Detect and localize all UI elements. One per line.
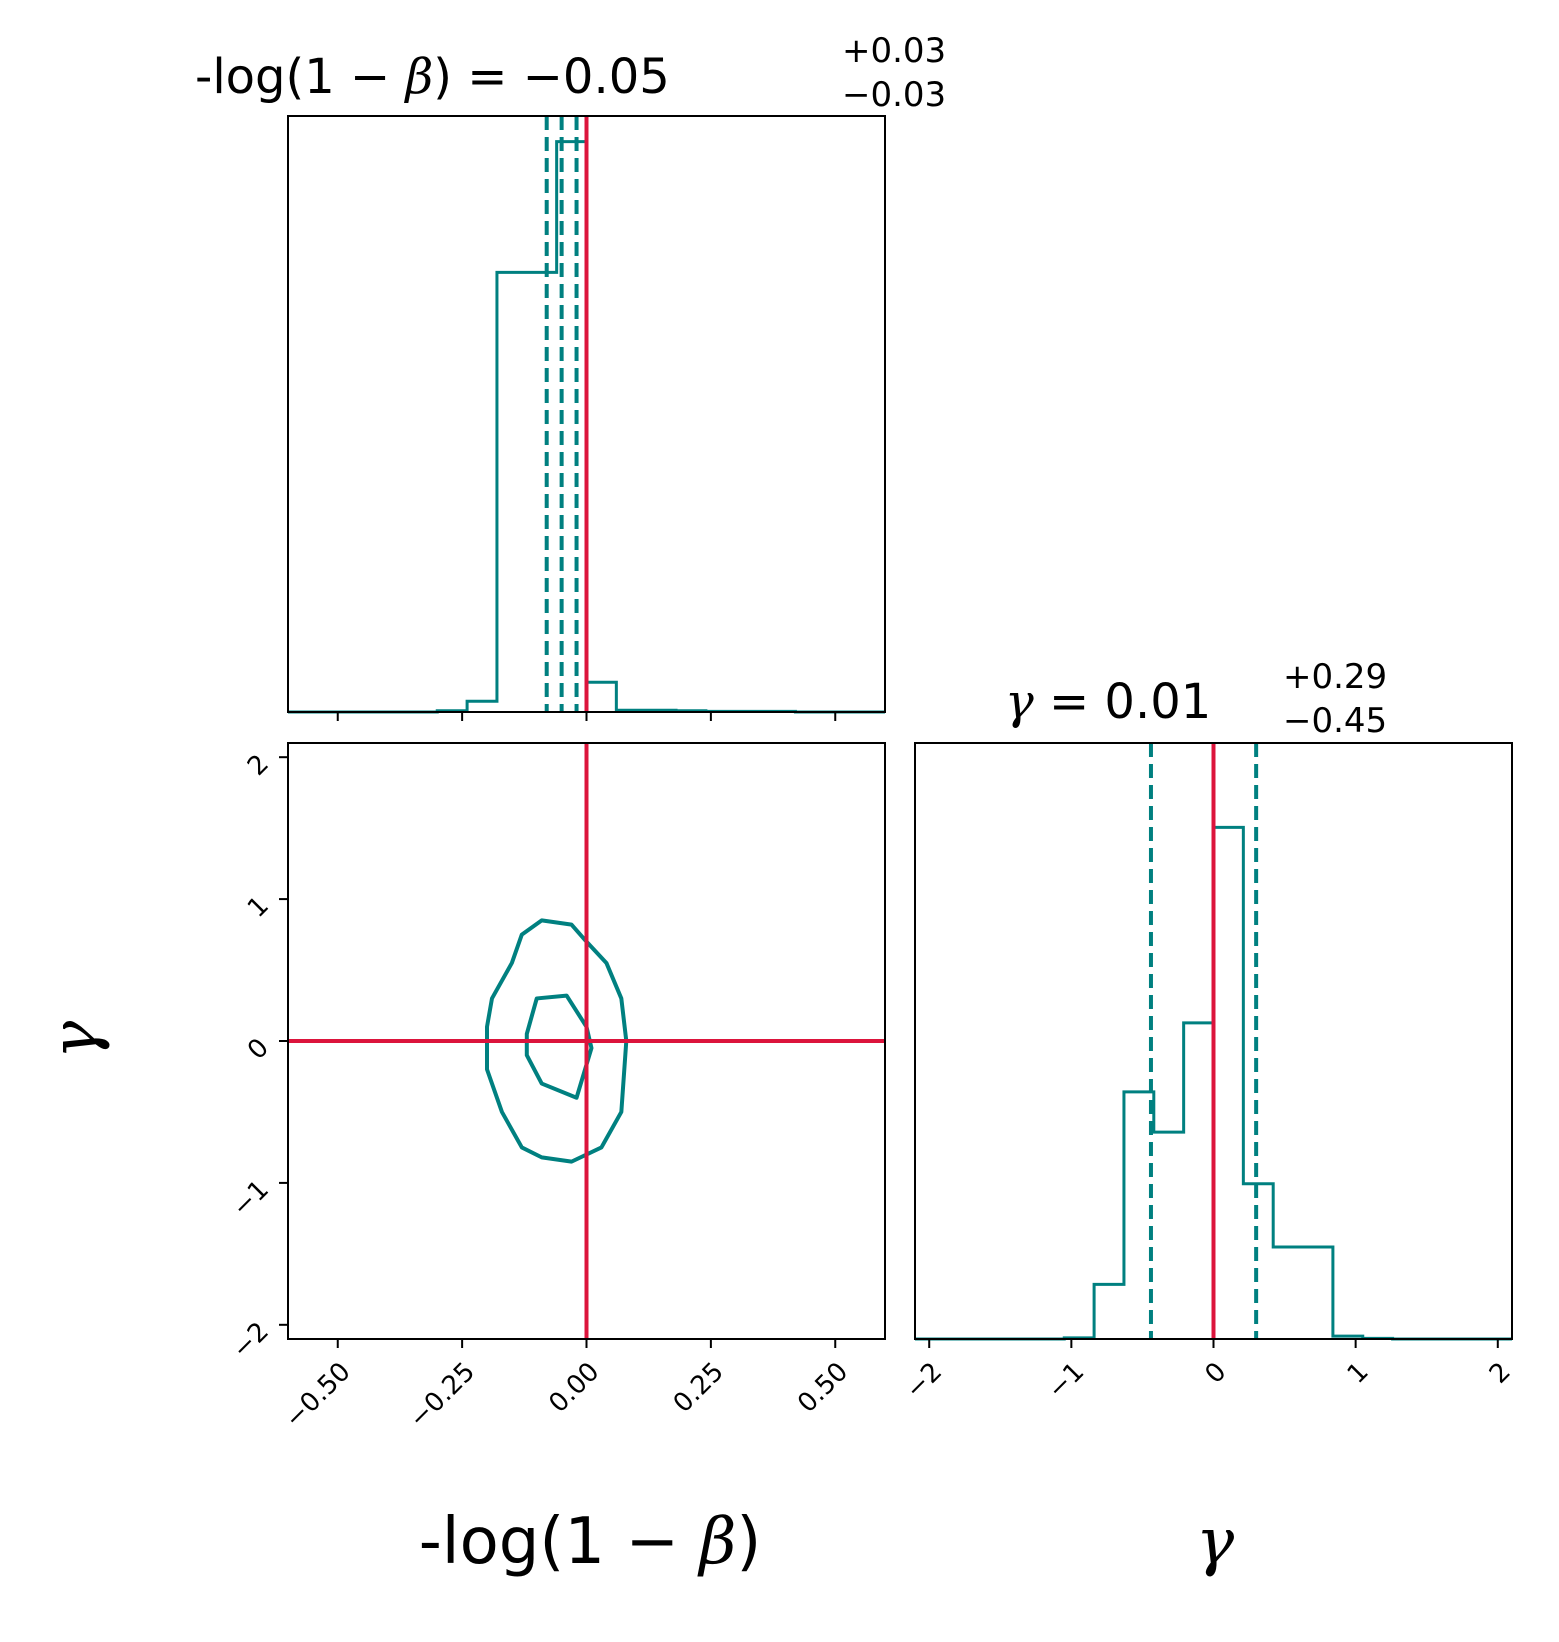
beta-title-plus: +0.03 — [842, 31, 946, 71]
beta-histogram-panel — [287, 115, 886, 721]
contour-panel: −0.50 −0.25 0.00 0.25 0.50 −2 −1 0 1 2 — [227, 742, 886, 1435]
gamma-title-minus: −0.45 — [1283, 701, 1387, 741]
x-axis-label-beta: -log(1 − β) — [419, 1505, 762, 1579]
contour-ytick-label: 2 — [242, 749, 275, 782]
contour-ytick-label: −1 — [227, 1175, 275, 1223]
gamma-title: γ = 0.01 +0.29 −0.45 — [1005, 657, 1387, 741]
beta-title-symbol: β — [404, 49, 434, 105]
contour-xtick-label: 0.25 — [668, 1357, 730, 1419]
gamma-histogram-panel: −2 −1 0 1 2 — [900, 742, 1517, 1405]
contour-ytick-label: 0 — [242, 1033, 275, 1066]
contour-xtick-label: −0.25 — [404, 1357, 482, 1435]
svg-text:γ = 0.01: γ = 0.01 — [1005, 674, 1211, 730]
gamma-xtick-label: 0 — [1200, 1357, 1233, 1390]
gamma-title-suffix: = 0.01 — [1034, 674, 1212, 730]
beta-title-prefix: -log(1 − — [195, 49, 406, 105]
gamma-xtick-label: −2 — [900, 1357, 948, 1405]
contour-xtick-label: 0.50 — [792, 1357, 854, 1419]
contour-inner — [524, 993, 594, 1100]
contour-ytick-label: 1 — [242, 891, 275, 924]
contour-xtick-label: 0.00 — [543, 1357, 605, 1419]
beta-title: -log(1 − β) = −0.05 +0.03 −0.03 — [195, 31, 946, 115]
gamma-title-symbol: γ — [1005, 674, 1034, 730]
gamma-title-plus: +0.29 — [1283, 657, 1387, 697]
gamma-xtick-label: 2 — [1484, 1357, 1517, 1390]
contour-outer — [485, 918, 629, 1164]
contour-xtick-label: −0.50 — [279, 1357, 357, 1435]
beta-title-minus: −0.03 — [842, 75, 946, 115]
y-axis-label-gamma: γ — [38, 1020, 112, 1059]
svg-text:-log(1 − β) = −0.05: -log(1 − β) = −0.05 — [195, 49, 670, 105]
gamma-xtick-label: −1 — [1042, 1357, 1090, 1405]
beta-title-suffix: ) = −0.05 — [433, 49, 670, 105]
x-axis-label-gamma: γ — [1196, 1505, 1235, 1579]
contour-ytick-label: −2 — [227, 1317, 275, 1365]
gamma-xtick-label: 1 — [1342, 1357, 1375, 1390]
